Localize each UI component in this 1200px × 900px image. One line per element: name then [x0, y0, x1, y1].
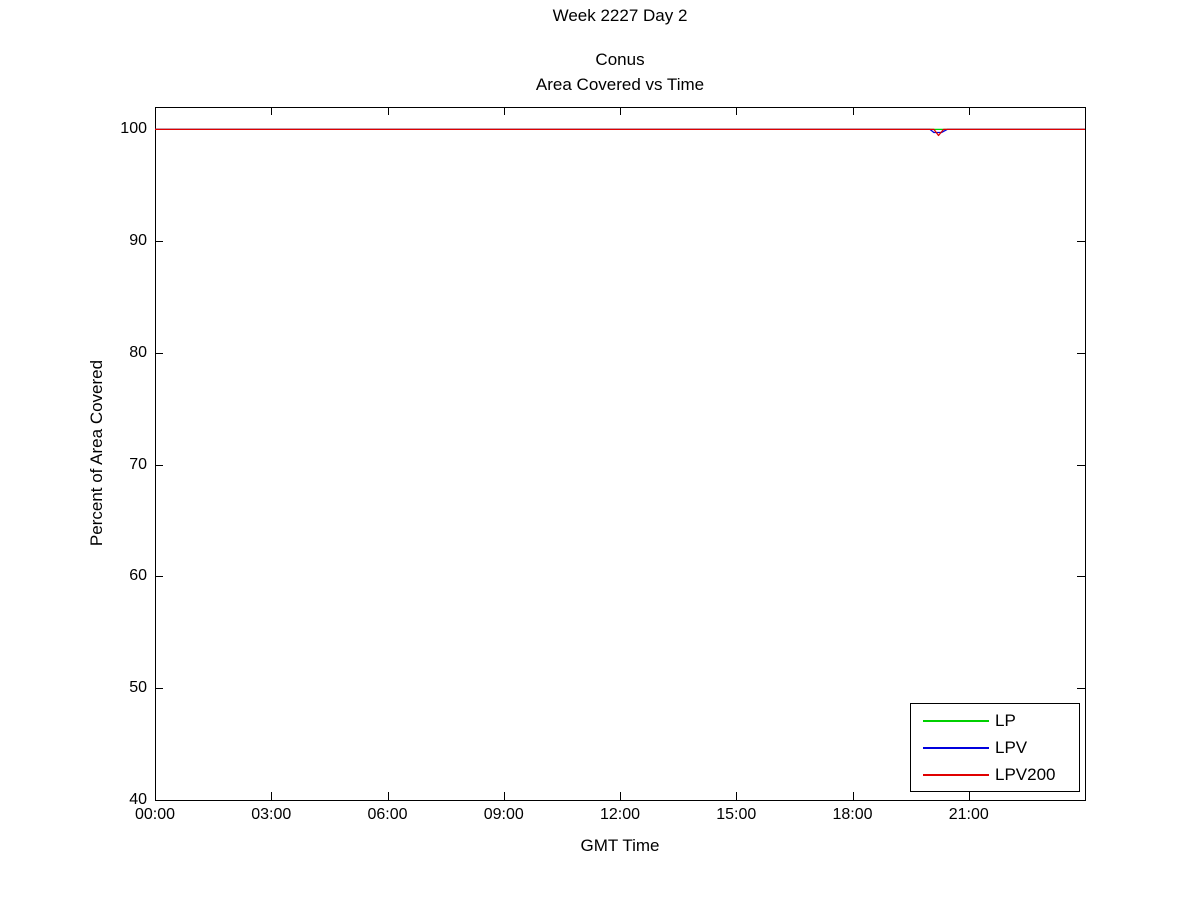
x-tick-label: 15:00	[716, 806, 757, 823]
legend-entry-label: LP	[995, 710, 1016, 730]
plot-box	[155, 107, 1086, 801]
x-tick-label: 00:00	[134, 806, 176, 823]
legend-line-sample	[923, 746, 989, 749]
y-tick-label: 60	[129, 567, 147, 585]
x-axis-label: GMT Time	[580, 836, 660, 855]
x-tick-label: 09:00	[483, 806, 524, 823]
legend: LP LPV LPV200	[910, 703, 1080, 792]
x-tick-label: 03:00	[251, 806, 292, 823]
y-tick-label: 70	[129, 455, 147, 473]
y-tick-label: 80	[129, 343, 147, 361]
x-tick-label: 21:00	[948, 806, 989, 823]
x-tick-label: 12:00	[599, 806, 641, 823]
y-tick-label: 90	[129, 232, 147, 250]
y-tick-label: 100	[120, 120, 147, 138]
x-tick-label: 06:00	[367, 806, 408, 823]
chart-title: Conus	[595, 50, 645, 69]
legend-entry: LPV	[911, 734, 1079, 761]
legend-entry: LPV200	[911, 761, 1079, 788]
figure-suptitle: Week 2227 Day 2	[552, 6, 688, 25]
legend-entry-label: LPV200	[995, 764, 1056, 784]
y-tick-label: 50	[129, 679, 147, 697]
series-line-lpv200	[155, 128, 1085, 137]
x-tick-label: 18:00	[832, 806, 873, 823]
legend-entry-label: LPV	[995, 737, 1028, 757]
chart-subtitle: Area Covered vs Time	[535, 75, 705, 94]
legend-line-sample	[923, 719, 989, 722]
legend-line-sample	[923, 773, 989, 776]
y-tick-label: 40	[129, 791, 147, 808]
legend-entry: LP	[911, 707, 1079, 734]
